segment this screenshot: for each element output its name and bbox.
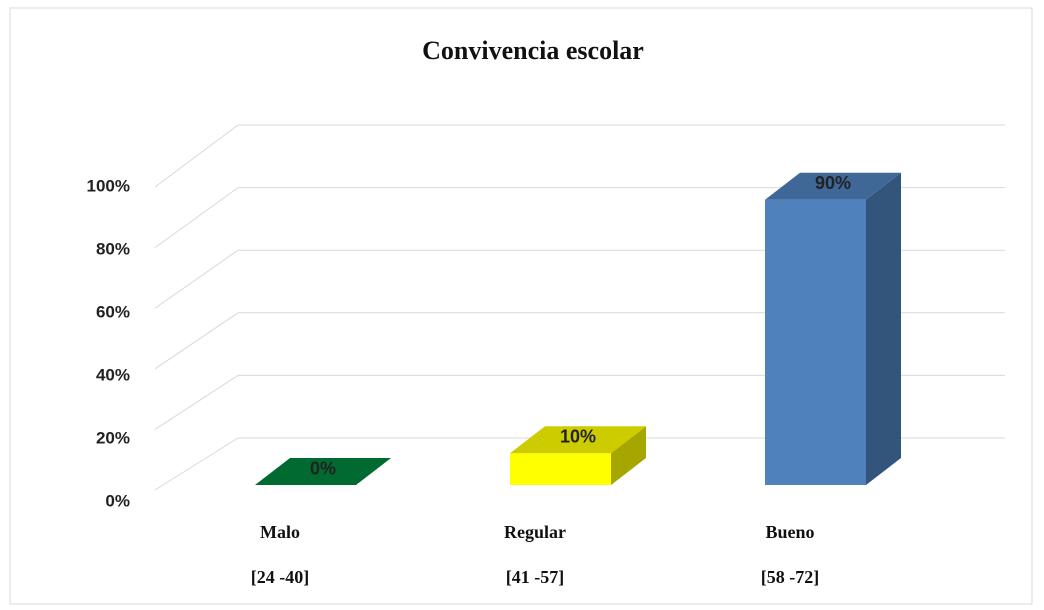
y-tick-label: 100% (87, 176, 130, 195)
bar (510, 426, 646, 485)
data-label: 10% (560, 427, 596, 447)
data-label: 0% (310, 458, 336, 478)
chart-title: Convivencia escolar (422, 36, 644, 65)
x-tick-range: [24 -40] (251, 567, 309, 587)
grid-line-depth (154, 437, 239, 491)
y-tick-label: 0% (105, 491, 130, 510)
grid-line-depth (154, 187, 239, 249)
bar (765, 172, 901, 485)
x-tick-label: Malo (260, 522, 300, 542)
grid-line-depth (154, 312, 239, 370)
bar (255, 458, 391, 485)
grid-line-depth (154, 374, 239, 430)
grid-line-depth (154, 249, 239, 309)
bar-side (866, 172, 901, 485)
bar-front (765, 199, 866, 485)
y-tick-label: 80% (96, 239, 130, 258)
y-tick-label: 20% (96, 428, 130, 447)
x-tick-range: [41 -57] (506, 567, 564, 587)
data-label: 90% (815, 173, 851, 193)
bar-side (611, 426, 646, 485)
bar-top (255, 458, 391, 485)
grid-line-depth (154, 124, 239, 188)
bar-top (510, 426, 646, 454)
y-tick-label: 60% (96, 302, 130, 321)
x-tick-label: Regular (504, 522, 566, 542)
bar-front (510, 453, 611, 485)
bar-top (765, 172, 901, 200)
x-tick-range: [58 -72] (761, 567, 819, 587)
y-tick-label: 40% (96, 365, 130, 384)
x-tick-label: Bueno (765, 522, 814, 542)
